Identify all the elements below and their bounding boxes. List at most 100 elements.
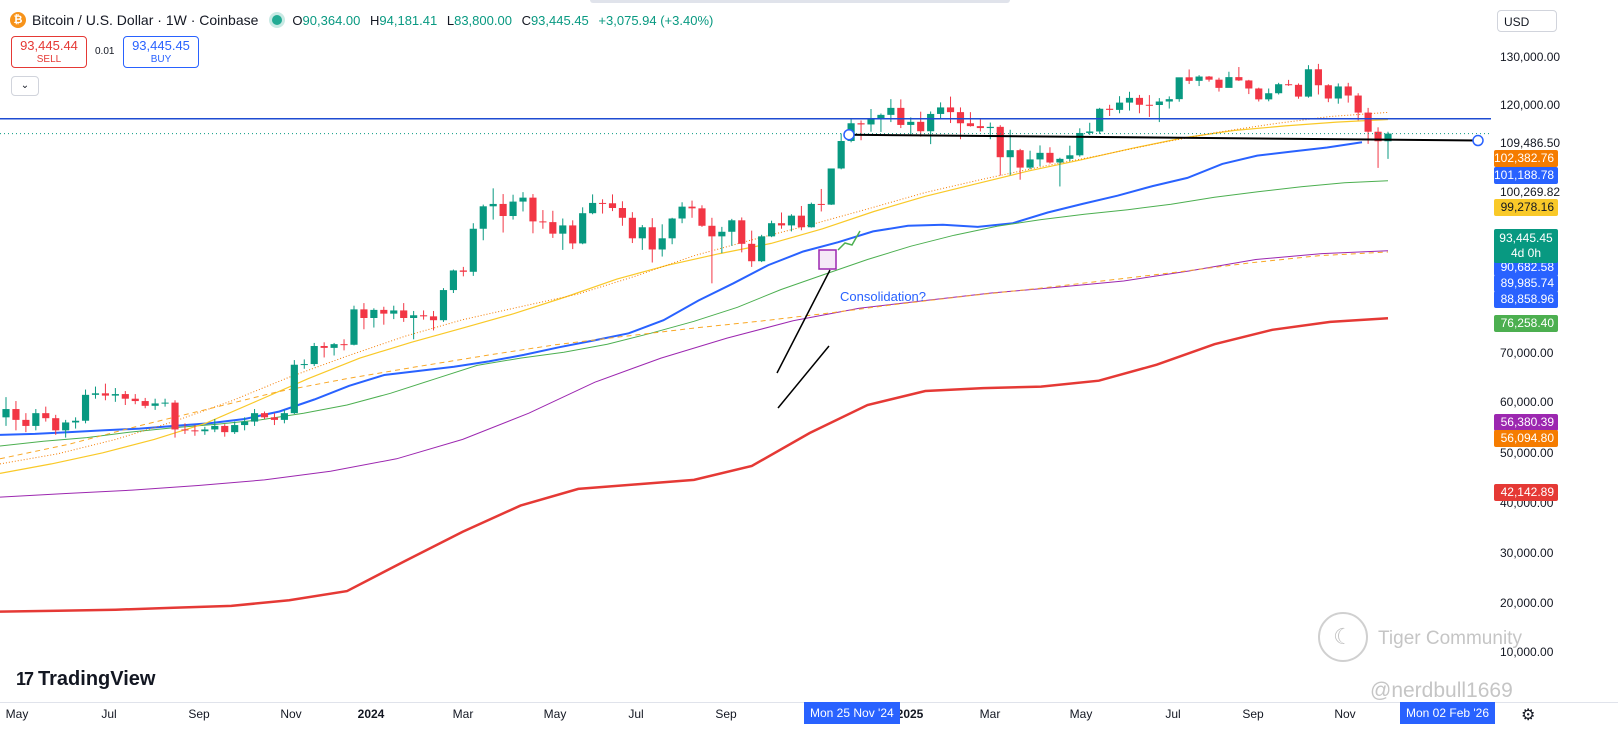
candle-body [698,208,706,226]
symbol-title[interactable]: Bitcoin / U.S. Dollar · 1W · Coinbase [32,12,259,28]
tiger-community-icon: ☾ [1318,612,1368,662]
tradingview-logo[interactable]: 17 TradingView [16,668,155,691]
candle-body [1115,102,1124,110]
candle-body [429,316,438,321]
candle-body [280,413,288,420]
candle-body [1036,152,1044,160]
candle-body [638,227,646,239]
candle-body [1165,99,1173,102]
candle-body [658,238,666,250]
candle-body [1185,77,1193,81]
candle-body [559,225,567,234]
candle-body [579,213,587,244]
candle-body [907,121,915,125]
channel-line-upper [776,269,831,374]
x-tick-label: Jul [628,707,644,721]
candle-body [897,107,905,125]
x-tick-label: Nov [1334,707,1356,721]
price-label: 101,188.78 [1494,167,1558,184]
candle-body [330,344,338,348]
candle-body [738,220,746,244]
candle-body [201,429,209,432]
candle-body [529,197,537,222]
candle-body [260,413,269,418]
buy-button[interactable]: 93,445.45 BUY [123,36,199,68]
current-price-value: 93,445.45 [1499,231,1553,245]
candles [2,63,1392,438]
candle-body [320,346,328,348]
candle-body [72,420,80,423]
candle-body [937,107,945,114]
candle-body [12,409,20,420]
candle-body [1265,93,1273,100]
watermark-handle: @nerdbull1669 [1370,679,1513,702]
consolidation-annotation[interactable]: Consolidation? [840,289,927,304]
candle-body [32,413,40,426]
candle-body [151,403,159,406]
candle-body [370,309,378,318]
candle-body [171,402,179,430]
x-tick-label: Jul [101,707,117,721]
candle-body [410,315,418,318]
x-tick-label: 2024 [357,707,385,721]
currency-selector[interactable]: USD [1497,10,1557,32]
sell-button[interactable]: 93,445.44 SELL [11,36,87,68]
top-drag-handle[interactable] [590,0,1010,3]
candle-body [996,126,1004,158]
y-tick-label: 100,269.82 [1500,185,1561,199]
ma-line-orange-dotted-sma [0,111,1389,465]
candle-body [469,228,477,272]
y-tick-label: 70,000.00 [1500,346,1554,360]
candle-body [449,270,457,291]
candle-body [758,236,766,262]
symbol-header: ₿ Bitcoin / U.S. Dollar · 1W · Coinbase … [10,9,713,31]
candle-body [1145,104,1153,106]
x-tick-label: Sep [1242,707,1264,721]
open-label: O [292,12,303,28]
candle-body [81,394,90,421]
candle-body [22,419,30,426]
candle-body [618,208,627,218]
candle-body [131,398,139,402]
candle-body [1205,76,1213,80]
y-tick-label: 50,000.00 [1500,446,1554,460]
candle-body [827,168,835,205]
candle-body [1225,77,1233,88]
candle-body [1026,159,1034,168]
market-status-icon [272,15,283,25]
candle-body [986,126,994,129]
candle-body [678,206,686,219]
price-label: 42,142.89 [1494,484,1558,501]
low-label: L [446,12,455,28]
candle-body [141,401,149,406]
candle-body [121,394,129,399]
candle-body [310,346,318,365]
candle-body [1275,84,1283,94]
candle-body [270,417,279,420]
candle-body [439,290,448,321]
candle-body [1125,97,1134,103]
candle-body [499,203,507,217]
consolidation-box [818,249,837,270]
candle-body [688,206,696,209]
ma-line-red-sma [0,317,1389,613]
ma-line-purple-sma [0,250,1389,498]
candle-body [767,223,776,237]
sell-price: 93,445.44 [20,38,78,53]
candle-body [857,123,865,125]
candle-body [290,364,298,414]
crosshair-date-label: Mon 25 Nov '24 [804,702,900,724]
change-value: +3,075.94 (+3.40%) [598,12,714,28]
collapse-button[interactable]: ⌄ [11,76,39,96]
candle-body [927,113,935,132]
candle-body [42,413,50,419]
x-tick-label: Sep [715,707,737,721]
gear-icon[interactable]: ⚙ [1521,707,1536,724]
low-value: 83,800.00 [454,12,512,28]
candle-body [1155,101,1163,106]
candle-body [1066,155,1074,159]
candle-body [250,413,259,422]
candle-body [1016,150,1024,168]
candle-body [241,421,249,426]
